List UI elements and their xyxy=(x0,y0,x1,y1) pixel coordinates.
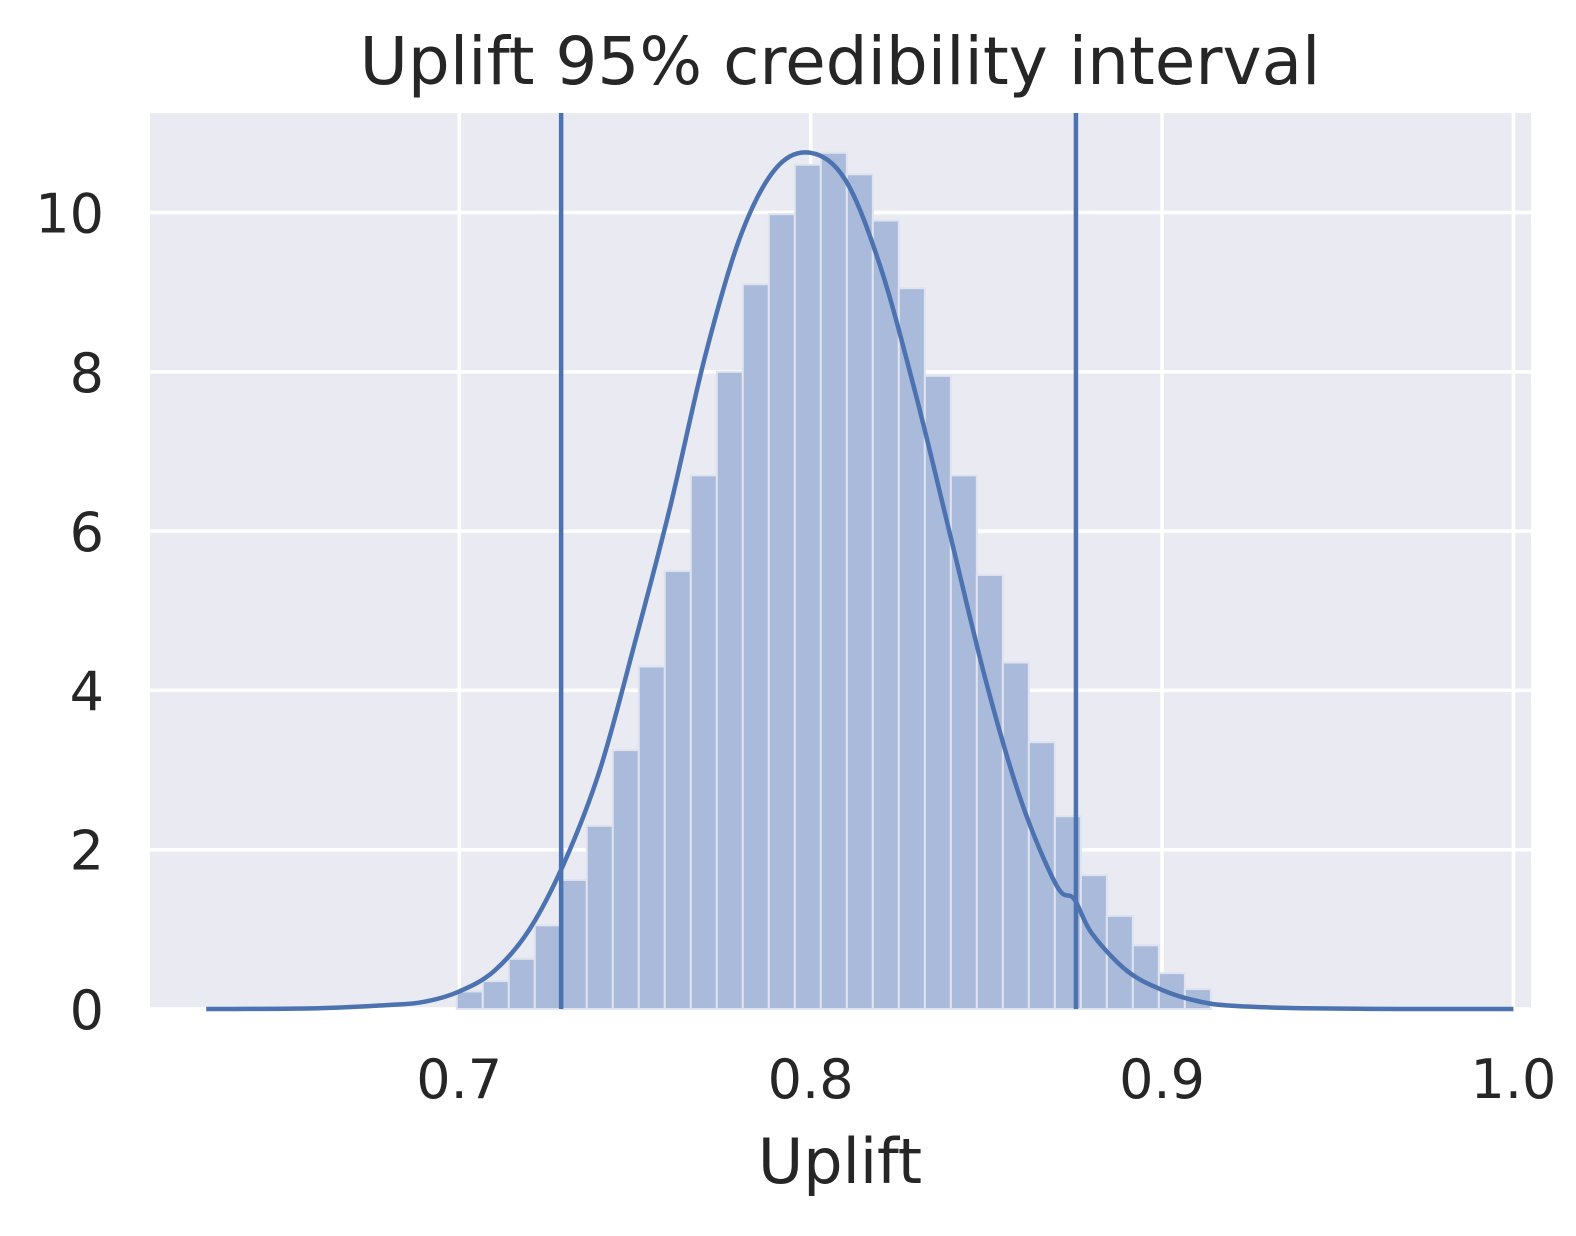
histogram-bar xyxy=(793,163,822,1011)
histogram-bar xyxy=(949,474,978,1011)
x-tick-label: 1.0 xyxy=(1470,1048,1556,1111)
x-tick-label: 0.9 xyxy=(1119,1048,1205,1111)
histogram-bar xyxy=(507,957,536,1010)
histogram-bar xyxy=(1001,661,1030,1011)
y-tick-label: 2 xyxy=(70,820,104,883)
x-tick-label: 0.7 xyxy=(416,1048,502,1111)
histogram-bar xyxy=(741,283,770,1011)
histogram-bar xyxy=(637,665,666,1010)
y-tick-label: 10 xyxy=(35,183,104,246)
histogram-bar xyxy=(559,878,588,1011)
histogram-bar xyxy=(819,151,848,1011)
histogram-bar xyxy=(845,173,874,1010)
histogram-bar xyxy=(871,219,900,1010)
x-tick-labels: 0.7 0.8 0.9 1.0 xyxy=(416,1048,1556,1111)
credibility-interval-lines xyxy=(558,113,1079,1009)
histogram-bar xyxy=(975,573,1004,1011)
density-curve xyxy=(206,150,1514,1012)
y-tick-label: 6 xyxy=(70,501,104,564)
histogram-bar xyxy=(923,374,952,1010)
x-axis-label: Uplift xyxy=(758,1125,922,1198)
histogram-bar xyxy=(897,287,926,1010)
x-tick-label: 0.8 xyxy=(768,1048,854,1111)
histogram-bar xyxy=(767,213,796,1010)
histogram-bar xyxy=(663,569,692,1010)
histogram-bar xyxy=(481,980,510,1011)
chart-title: Uplift 95% credibility interval xyxy=(360,23,1321,100)
y-tick-label: 8 xyxy=(70,342,104,405)
y-tick-label: 0 xyxy=(70,979,104,1042)
y-tick-labels: 0 2 4 6 8 10 xyxy=(35,183,104,1042)
histogram-bar xyxy=(611,749,640,1011)
histogram-bars xyxy=(455,151,1212,1011)
histogram-bar xyxy=(1079,874,1108,1010)
histogram-bar xyxy=(455,990,484,1010)
histogram-bar xyxy=(533,924,562,1011)
histogram-bar xyxy=(715,370,744,1011)
histogram-bar xyxy=(585,824,614,1010)
y-tick-label: 4 xyxy=(70,660,104,723)
histogram-bar xyxy=(689,474,718,1011)
